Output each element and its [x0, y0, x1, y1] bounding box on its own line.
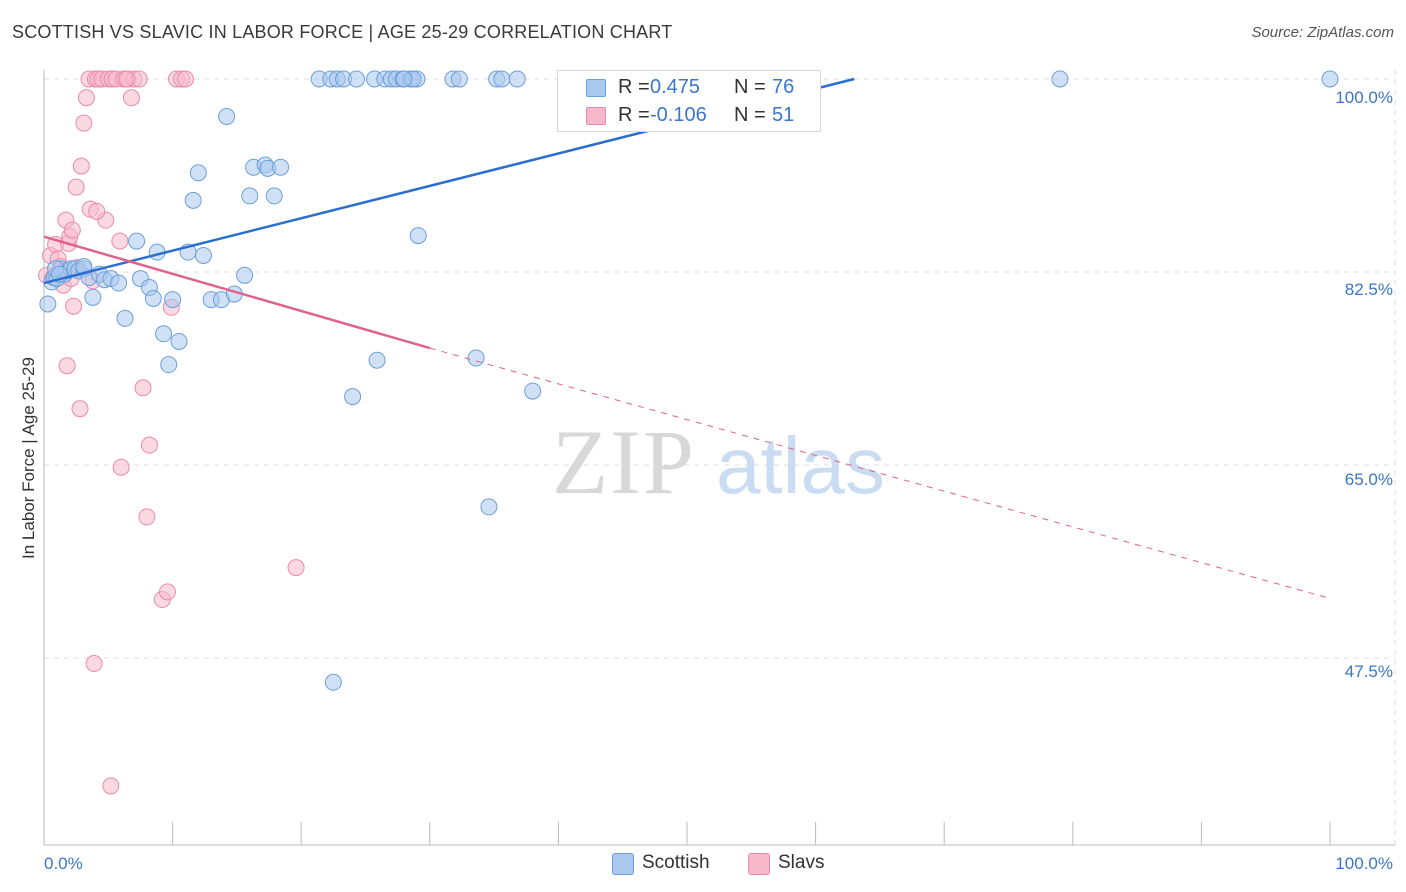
slavs-point-47	[88, 202, 106, 220]
legend-row-slavs: R = -0.106 N = 51	[558, 101, 820, 129]
scottish-point-35	[236, 266, 254, 284]
axes	[43, 70, 1395, 846]
x-tick-label-right: 100.0%	[1335, 854, 1393, 873]
scottish-point-50	[368, 351, 386, 369]
scottish-point-44	[324, 673, 342, 691]
scottish-point-30	[194, 246, 212, 264]
scottish-point-65	[493, 70, 511, 88]
scottish-point-28	[184, 191, 202, 209]
scottish-point-48	[347, 70, 365, 88]
slavs-r-label: R =	[618, 104, 650, 126]
x-tick-label-left: 0.0%	[44, 854, 83, 873]
scottish-point-24	[160, 356, 178, 374]
slavs-point-46	[117, 70, 135, 88]
slavs-point-44	[65, 297, 83, 315]
watermark-zip: ZIP	[552, 411, 696, 513]
slavs-point-30	[122, 89, 140, 107]
slavs-point-11	[63, 221, 81, 239]
scottish-point-29	[189, 164, 207, 182]
slavs-n-label: N =	[734, 104, 766, 126]
scottish-n-value: 76	[772, 76, 795, 98]
chart-title: SCOTTISH VS SLAVIC IN LABOR FORCE | AGE …	[12, 22, 673, 42]
slavs-point-14	[72, 157, 90, 175]
tick-labels: 100.0% 82.5% 65.0% 47.5% 0.0% 100.0%	[44, 88, 1393, 873]
slavs-r-value: -0.106	[650, 104, 707, 126]
slavs-point-16	[77, 89, 95, 107]
scottish-point-41	[272, 158, 290, 176]
scottish-point-63	[480, 498, 498, 516]
scottish-point-62	[467, 349, 485, 367]
scottish-point-0	[39, 295, 57, 313]
scottish-r-label: R =	[618, 76, 650, 98]
slavs-point-15	[75, 114, 93, 132]
scottish-point-21	[144, 289, 162, 307]
y-tick-label-3: 47.5%	[1345, 662, 1393, 681]
scottish-point-67	[524, 382, 542, 400]
scottish-point-71	[1051, 70, 1069, 88]
slavs-point-42	[287, 559, 305, 577]
y-axis-label: In Labor Force | Age 25-29	[19, 357, 38, 559]
slavs-point-27	[111, 232, 129, 250]
slavs-point-12	[67, 178, 85, 196]
correlation-legend: R = 0.475 N = 76 R = -0.106 N = 51	[557, 70, 821, 132]
watermark-atlas: atlas	[716, 421, 885, 510]
scottish-point-17	[116, 309, 134, 327]
slavs-points	[38, 70, 305, 795]
scottish-point-72	[1321, 70, 1339, 88]
scottish-point-61	[450, 70, 468, 88]
slavs-legend-label: Slavs	[778, 852, 825, 873]
y-tick-label-0: 100.0%	[1335, 88, 1393, 107]
slavs-point-43	[58, 357, 76, 375]
scottish-point-66	[508, 70, 526, 88]
scottish-point-59	[409, 227, 427, 245]
scottish-points	[39, 70, 1339, 691]
scottish-n-label: N =	[734, 76, 766, 98]
slavs-legend-swatch	[748, 853, 770, 875]
slavs-point-33	[134, 379, 152, 397]
trend-lines	[43, 77, 1331, 599]
slavs-point-48	[102, 777, 120, 795]
slavs-trend-line	[43, 235, 431, 350]
scottish-legend-swatch	[612, 853, 634, 875]
slavs-point-49	[112, 458, 130, 476]
chart-source: Source: ZipAtlas.com	[1251, 24, 1394, 41]
scottish-point-26	[170, 332, 188, 350]
scottish-point-58	[395, 70, 413, 88]
scottish-point-23	[155, 325, 173, 343]
scottish-point-36	[241, 187, 259, 205]
y-tick-label-1: 82.5%	[1345, 280, 1393, 299]
slavs-n-value: 51	[772, 104, 795, 126]
scottish-point-73	[75, 257, 93, 275]
y-tick-label-2: 65.0%	[1345, 470, 1393, 489]
legend-row-scottish: R = 0.475 N = 76	[558, 73, 820, 101]
scottish-point-33	[218, 107, 236, 125]
slavs-point-34	[138, 508, 156, 526]
scottish-point-25	[164, 291, 182, 309]
slavs-point-50	[71, 400, 89, 418]
scottish-point-12	[84, 288, 102, 306]
scottish-r-value: 0.475	[650, 76, 701, 98]
slavs-point-35	[140, 436, 158, 454]
scottish-legend-label: Scottish	[642, 852, 710, 873]
slavs-point-45	[85, 655, 103, 673]
scottish-point-16	[110, 274, 128, 292]
slavs-point-41	[176, 70, 194, 88]
slavs-point-37	[158, 583, 176, 601]
scottish-point-47	[344, 388, 362, 406]
scottish-swatch	[586, 79, 606, 97]
scottish-point-39	[265, 187, 283, 205]
slavs-swatch	[586, 107, 606, 125]
scottish-point-18	[128, 232, 146, 250]
